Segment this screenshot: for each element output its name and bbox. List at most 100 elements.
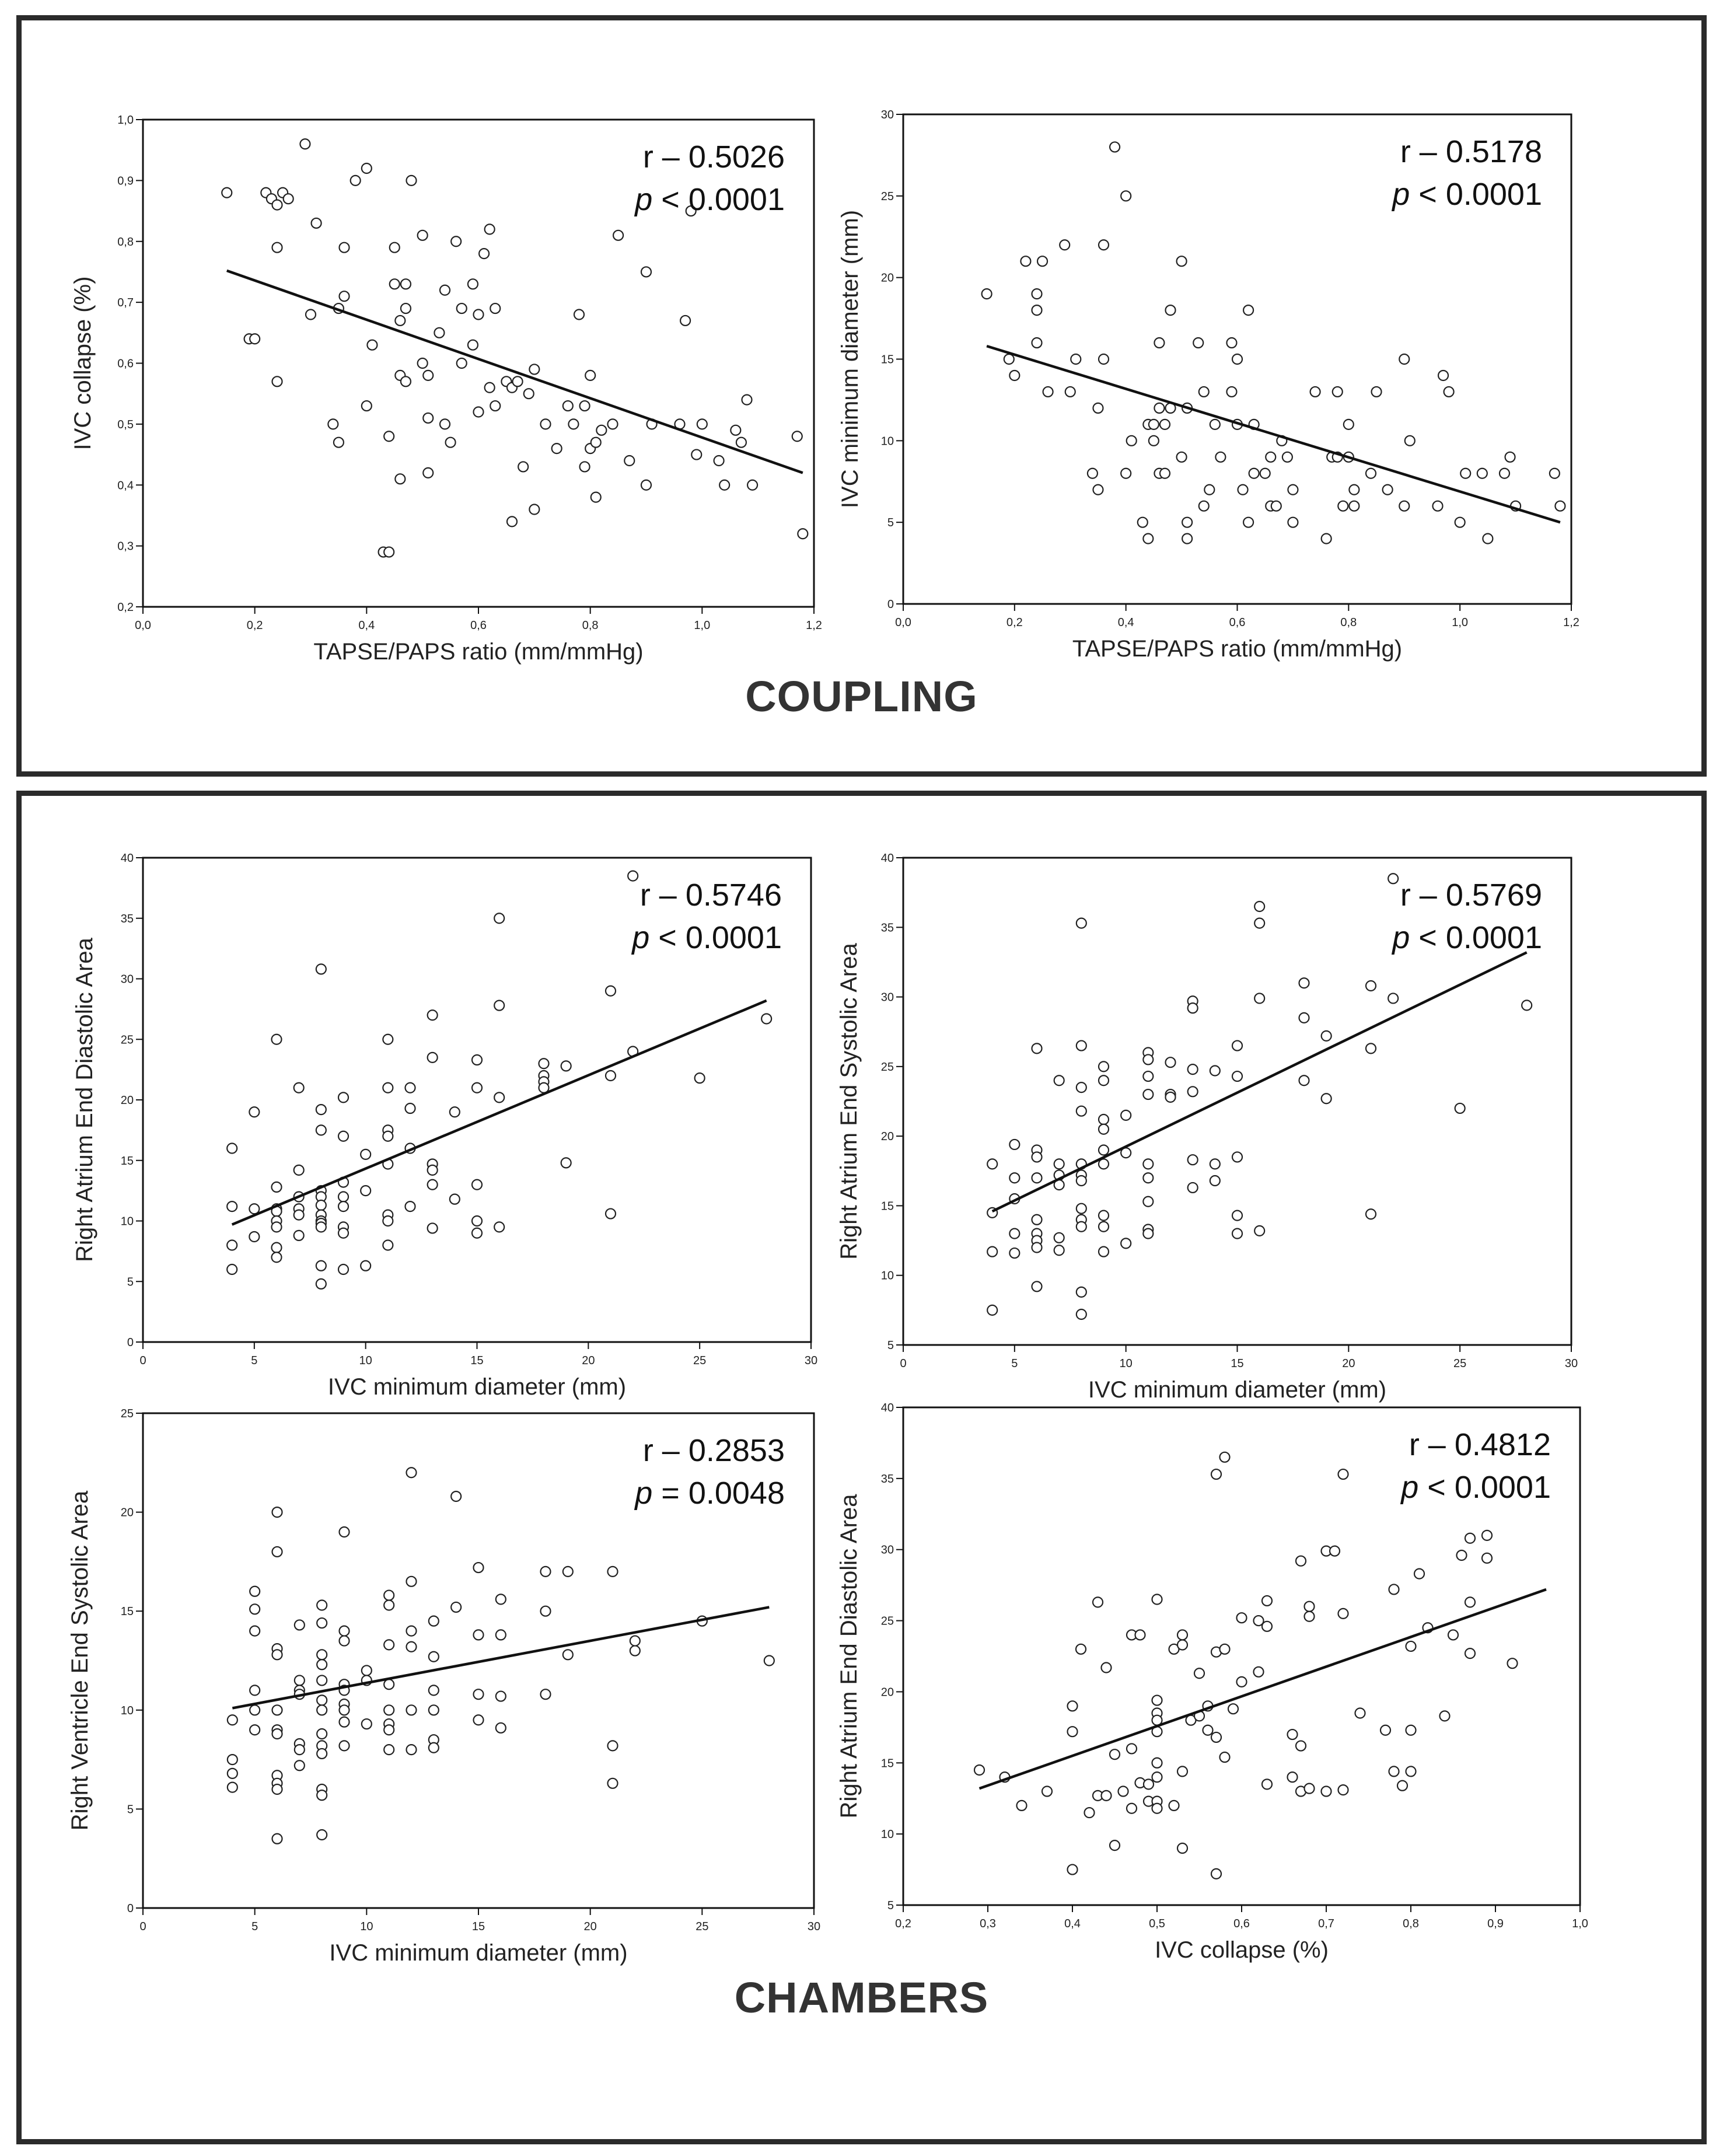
data-point [422, 467, 434, 478]
data-point [719, 479, 731, 491]
y-tick-label: 10 [121, 1704, 134, 1717]
x-tick-label: 0,4 [1064, 1917, 1081, 1930]
data-point [1439, 1710, 1451, 1722]
data-point [596, 424, 607, 436]
data-point [249, 1106, 260, 1118]
data-point [494, 1221, 505, 1233]
data-point [249, 333, 261, 345]
data-point [579, 461, 590, 473]
data-point [406, 1625, 417, 1637]
x-tick-label: 10 [359, 1354, 372, 1367]
data-point [1142, 1172, 1154, 1184]
stat-p-label: p < 0.0001 [634, 182, 785, 217]
data-point [1159, 418, 1171, 430]
data-point [730, 424, 742, 436]
data-point [1396, 1780, 1409, 1791]
data-point [607, 1777, 618, 1789]
data-point [1176, 451, 1187, 463]
data-point [316, 1599, 328, 1611]
data-point [1464, 1596, 1476, 1608]
y-tick-label: 5 [127, 1276, 134, 1288]
data-point [1187, 1002, 1198, 1014]
data-point [1109, 1749, 1121, 1760]
data-point [449, 1193, 460, 1205]
data-point [1248, 467, 1260, 479]
data-point [1365, 467, 1377, 479]
data-point [1320, 1785, 1332, 1797]
data-point [1117, 1785, 1129, 1797]
data-point [1295, 1740, 1307, 1752]
data-point [1481, 1552, 1493, 1564]
data-point [271, 242, 283, 253]
data-point [494, 1000, 505, 1011]
data-point [1254, 1225, 1266, 1236]
data-point [1231, 353, 1243, 365]
data-point [1337, 500, 1349, 512]
data-point [337, 1130, 350, 1142]
data-point [1198, 500, 1210, 512]
data-point [1231, 1040, 1243, 1051]
data-point [1075, 917, 1087, 929]
data-point [585, 369, 596, 381]
data-point [1016, 1799, 1027, 1811]
data-point [1120, 1109, 1132, 1121]
data-point [640, 266, 652, 278]
data-point [761, 1013, 773, 1025]
regression-line [226, 269, 803, 474]
data-point [417, 229, 428, 241]
data-point [271, 1546, 283, 1558]
data-point [1320, 533, 1332, 544]
data-point [1399, 353, 1410, 365]
data-point [1371, 386, 1382, 398]
y-tick-label: 0,2 [117, 601, 134, 614]
data-point [221, 187, 233, 198]
data-point [471, 1179, 483, 1190]
data-point [1242, 516, 1254, 528]
data-point [428, 1615, 439, 1627]
chambers-panel: CHAMBERS [16, 791, 1707, 2144]
data-point [1098, 1221, 1110, 1232]
data-point [763, 1655, 775, 1666]
data-point [394, 315, 406, 327]
data-point [226, 1754, 238, 1766]
data-point [987, 1304, 998, 1316]
data-point [271, 1833, 283, 1844]
data-point [506, 516, 518, 527]
data-point [1053, 1158, 1065, 1170]
data-point [540, 1689, 551, 1700]
data-point [400, 376, 412, 387]
data-point [607, 1740, 618, 1752]
data-point [494, 1092, 505, 1103]
data-point [406, 1575, 417, 1587]
data-point [315, 1278, 327, 1290]
x-tick-label: 0,5 [1149, 1917, 1165, 1930]
y-tick-label: 25 [881, 1615, 894, 1628]
x-tick-label: 1,0 [694, 619, 710, 632]
y-axis-label: IVC collapse (%) [70, 277, 96, 450]
data-point [382, 1082, 394, 1093]
data-point [1226, 337, 1238, 349]
data-point [315, 1124, 327, 1136]
data-point [1151, 1594, 1163, 1605]
data-point [490, 400, 501, 412]
data-point [271, 1181, 282, 1193]
data-point [383, 1599, 395, 1611]
y-tick-label: 30 [121, 973, 134, 986]
data-point [495, 1629, 506, 1641]
data-point [1209, 1065, 1221, 1077]
data-point [1075, 1221, 1087, 1232]
y-tick-label: 15 [881, 354, 894, 366]
data-point [271, 199, 283, 211]
data-point [1067, 1700, 1078, 1712]
x-tick-label: 0,9 [1487, 1917, 1504, 1930]
data-point [361, 400, 372, 412]
stat-p-label: p = 0.0048 [634, 1476, 785, 1511]
data-point [1236, 1612, 1247, 1624]
data-point [1142, 1158, 1154, 1170]
data-point [316, 1675, 328, 1686]
data-point [1365, 1208, 1377, 1220]
y-tick-label: 35 [881, 1473, 894, 1486]
y-tick-label: 15 [881, 1757, 894, 1770]
